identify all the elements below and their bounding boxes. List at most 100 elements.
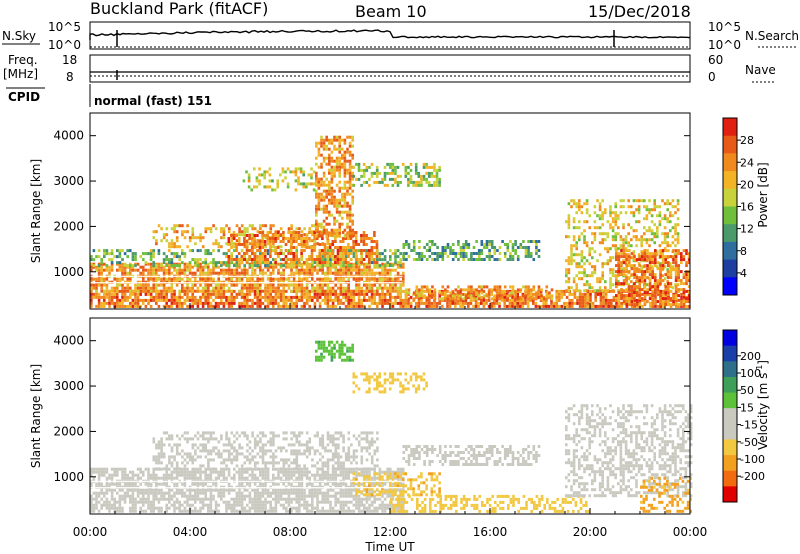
heatmap-cell	[656, 285, 660, 289]
heatmap-cell	[617, 273, 621, 277]
heatmap-cell	[168, 261, 171, 265]
heatmap-cell	[575, 247, 578, 251]
heatmap-cell	[317, 186, 321, 190]
heatmap-cell	[394, 165, 397, 169]
heatmap-cell	[448, 304, 452, 308]
heatmap-cell	[95, 286, 98, 290]
heatmap-cell	[207, 249, 210, 253]
heatmap-cell	[295, 301, 298, 305]
colorbar-tick-label: 16	[740, 201, 754, 214]
heatmap-cell	[199, 301, 202, 305]
heatmap-cell	[415, 258, 419, 261]
heatmap-cell	[320, 180, 323, 184]
heatmap-cell	[170, 277, 174, 281]
heatmap-cell	[407, 291, 411, 295]
heatmap-cell	[290, 264, 293, 268]
heatmap-cell	[565, 235, 568, 239]
heatmap-cell	[165, 482, 168, 486]
heatmap-cell	[568, 292, 571, 296]
heatmap-cell	[220, 283, 223, 287]
heatmap-cell	[230, 268, 233, 272]
heatmap-cell	[431, 252, 434, 255]
heatmap-cell	[274, 262, 278, 266]
heatmap-cell	[186, 503, 189, 507]
heatmap-cell	[362, 231, 366, 234]
heatmap-cell	[272, 271, 275, 275]
heatmap-cell	[391, 165, 395, 169]
heatmap-cell	[131, 265, 135, 269]
heatmap-cell	[462, 255, 465, 258]
heatmap-cell	[305, 237, 309, 240]
heatmap-cell	[376, 289, 379, 293]
heatmap-cell	[611, 274, 615, 278]
heatmap-cell	[610, 304, 613, 308]
heatmap-cell	[90, 482, 93, 486]
heatmap-cell	[178, 470, 181, 474]
heatmap-cell	[204, 292, 207, 296]
heatmap-cell	[599, 292, 603, 296]
heatmap-cell	[519, 297, 523, 301]
heatmap-cell	[635, 291, 639, 295]
heatmap-cell	[136, 289, 140, 293]
heatmap-cell	[322, 180, 326, 184]
heatmap-cell	[269, 240, 272, 243]
heatmap-cell	[297, 167, 300, 171]
heatmap-cell	[407, 165, 410, 169]
heatmap-cell	[637, 220, 641, 224]
heatmap-cell	[687, 273, 691, 277]
heatmap-cell	[144, 509, 148, 513]
heatmap-cell	[609, 247, 612, 251]
heatmap-cell	[609, 205, 612, 209]
heatmap-cell	[643, 205, 646, 209]
heatmap-cell	[640, 238, 643, 242]
heatmap-cell	[433, 301, 436, 305]
heatmap-cell	[162, 268, 166, 272]
heatmap-cell	[290, 304, 293, 308]
heatmap-cell	[368, 265, 371, 269]
heatmap-cell	[92, 295, 96, 299]
heatmap-cell	[563, 301, 566, 305]
heatmap-cell	[134, 497, 137, 501]
heatmap-cell	[462, 252, 465, 255]
heatmap-cell	[331, 298, 335, 302]
heatmap-cell	[674, 226, 677, 230]
heatmap-cell	[173, 264, 176, 268]
heatmap-cell	[186, 494, 189, 498]
heatmap-cell	[108, 265, 111, 269]
heatmap-cell	[248, 224, 252, 228]
heatmap-cell	[253, 252, 257, 255]
heatmap-cell	[316, 289, 319, 293]
heatmap-cell	[441, 249, 445, 252]
heatmap-cell	[351, 222, 354, 226]
heatmap-cell	[118, 506, 122, 510]
heatmap-cell	[368, 289, 371, 293]
heatmap-cell	[381, 180, 384, 184]
heatmap-cell	[121, 295, 124, 299]
heatmap-cell	[360, 268, 363, 272]
heatmap-cell	[656, 265, 659, 269]
heatmap-cell	[168, 491, 171, 495]
heatmap-cell	[659, 267, 662, 271]
heatmap-cell	[346, 147, 349, 151]
heatmap-cell	[289, 234, 293, 237]
heatmap-cell	[580, 253, 584, 257]
heatmap-cell	[335, 231, 339, 235]
heatmap-cell	[383, 292, 387, 296]
heatmap-cell	[435, 171, 439, 175]
heatmap-cell	[350, 268, 353, 272]
heatmap-cell	[682, 276, 686, 280]
heatmap-cell	[233, 242, 236, 246]
heatmap-cell	[126, 473, 129, 477]
heatmap-cell	[348, 159, 352, 163]
heatmap-cell	[165, 476, 168, 480]
heatmap-cell	[313, 268, 317, 272]
heatmap-cell	[436, 258, 439, 261]
heatmap-cell	[289, 243, 293, 246]
heatmap-cell	[383, 283, 387, 287]
heatmap-cell	[617, 261, 621, 265]
heatmap-cell	[328, 255, 332, 258]
heatmap-cell	[365, 255, 368, 258]
heatmap-cell	[643, 258, 647, 262]
heatmap-cell	[97, 249, 101, 253]
heatmap-cell	[348, 213, 352, 217]
